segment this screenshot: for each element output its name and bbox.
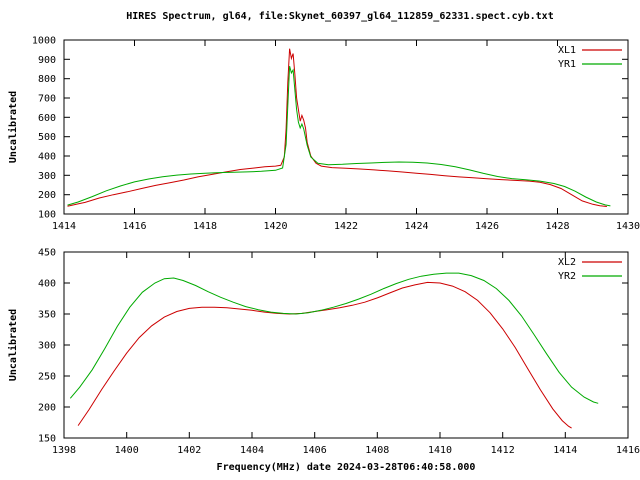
y-axis-label-bottom: Uncalibrated <box>7 309 19 381</box>
x-axis-label: Frequency(MHz) date 2024-03-28T06:40:58.… <box>217 462 476 473</box>
x-tick-label: 1398 <box>52 445 76 456</box>
y-tick-label: 200 <box>38 190 56 201</box>
chart-title: HIRES Spectrum, gl64, file:Skynet_60397_… <box>126 10 553 22</box>
legend-label-yr1: YR1 <box>558 59 576 70</box>
y-tick-label: 350 <box>38 310 56 321</box>
plot-border <box>63 251 629 439</box>
x-tick-label: 1406 <box>303 445 327 456</box>
y-tick-label: 250 <box>38 372 56 383</box>
x-tick-label: 1426 <box>475 221 499 232</box>
x-tick-label: 1430 <box>616 221 640 232</box>
y-tick-label: 400 <box>38 152 56 163</box>
x-tick-label: 1400 <box>115 445 139 456</box>
legend-label-xl1: XL1 <box>558 45 576 56</box>
x-tick-label: 1414 <box>553 445 577 456</box>
x-tick-label: 1402 <box>177 445 201 456</box>
series-line-yr2 <box>69 272 599 404</box>
y-tick-label: 400 <box>38 279 56 290</box>
legend-top: XL1 YR1 <box>558 45 622 70</box>
x-tick-label: 1422 <box>334 221 358 232</box>
x-tick-label: 1410 <box>428 445 452 456</box>
plot-border <box>63 39 629 215</box>
x-tick-label: 1418 <box>193 221 217 232</box>
x-tick-label: 1412 <box>491 445 515 456</box>
x-tick-label: 1414 <box>52 221 76 232</box>
y-tick-label: 200 <box>38 403 56 414</box>
series-line-xl2 <box>77 281 572 429</box>
y-tick-label: 450 <box>38 248 56 259</box>
top-chart: 1414 1416 1418 1420 1422 1424 1426 1428 1430 100 2… <box>32 36 640 233</box>
x-tick-label: 1416 <box>122 221 146 232</box>
y-tick-label: 800 <box>38 74 56 85</box>
x-tick-label: 1424 <box>404 221 428 232</box>
y-tick-label: 900 <box>38 55 56 66</box>
x-tick-label: 1416 <box>616 445 640 456</box>
y-tick-label: 150 <box>38 434 56 445</box>
x-tick-label: 1408 <box>365 445 389 456</box>
y-tick-label: 700 <box>38 94 56 105</box>
y-tick-label: 1000 <box>32 36 56 47</box>
bottom-chart: 1398 1400 1402 1404 1406 1408 1410 1412 1414 1416… <box>38 248 640 457</box>
y-tick-label: 100 <box>38 210 56 221</box>
series-line-yr1 <box>67 65 611 207</box>
x-tick-label: 1428 <box>545 221 569 232</box>
legend-label-xl2: XL2 <box>558 257 576 268</box>
y-tick-label: 300 <box>38 341 56 352</box>
legend-label-yr2: YR2 <box>558 271 576 282</box>
y-tick-label: 500 <box>38 132 56 143</box>
y-axis-label-top: Uncalibrated <box>7 91 19 163</box>
y-tick-label: 600 <box>38 113 56 124</box>
legend-bottom: XL2 YR2 <box>558 257 622 282</box>
series-line-xl1 <box>67 48 607 207</box>
y-tick-label: 300 <box>38 171 56 182</box>
x-tick-label: 1420 <box>263 221 287 232</box>
x-tick-label: 1404 <box>240 445 264 456</box>
